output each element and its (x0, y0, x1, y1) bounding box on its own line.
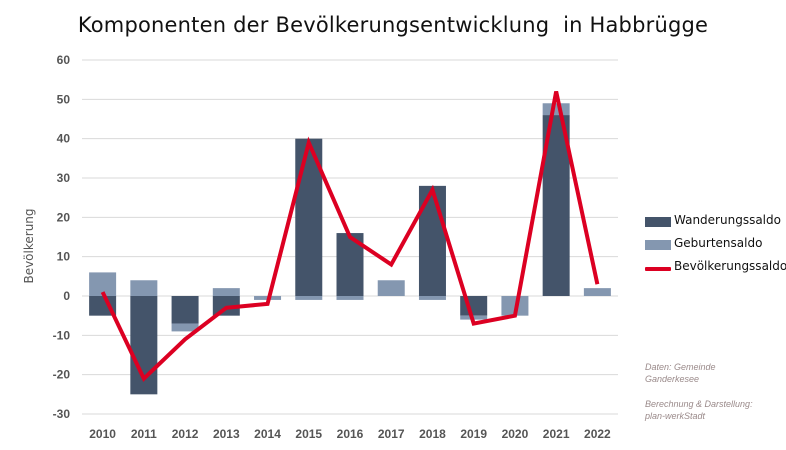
bar-geburtensaldo-2012 (171, 323, 199, 332)
bar-geburtensaldo-2018 (418, 296, 446, 300)
x-tick-label: 2010 (89, 427, 116, 441)
x-tick-label: 2012 (172, 427, 199, 441)
y-tick-label: -20 (53, 368, 71, 382)
y-tick-label: -30 (53, 407, 71, 421)
y-tick-label: 40 (57, 132, 71, 146)
bar-geburtensaldo-2022 (583, 288, 611, 296)
x-tick-label: 2015 (295, 427, 322, 441)
y-tick-label: -10 (53, 328, 71, 342)
bar-wanderungssaldo-2012 (171, 296, 199, 324)
x-tick-label: 2021 (543, 427, 570, 441)
legend-swatch-geburtensaldo (645, 240, 671, 250)
legend-label-bevoelkerungssaldo: Bevölkerungssaldo (674, 259, 786, 273)
x-tick-label: 2017 (378, 427, 405, 441)
x-tick-label: 2013 (213, 427, 240, 441)
credit-note: Berechnung & Darstellung: plan-werkStadt (645, 399, 753, 421)
x-tick-label: 2011 (131, 427, 157, 441)
bar-geburtensaldo-2021 (542, 103, 570, 116)
x-tick-label: 2020 (502, 427, 529, 441)
x-tick-label: 2018 (419, 427, 446, 441)
population-line (100, 91, 600, 382)
x-tick-label: 2014 (254, 427, 281, 441)
x-axis-ticks: 2010 2011 2012 2013 2014 2015 2016 2017 2018 2019… (89, 427, 611, 441)
y-tick-label: 10 (57, 250, 71, 264)
legend-label-wanderungssaldo: Wanderungssaldo (674, 213, 781, 227)
bar-wanderungssaldo-2018 (418, 185, 446, 296)
legend-swatch-bevoelkerungssaldo (645, 267, 671, 271)
source-note: Daten: Gemeinde Ganderkesee (645, 362, 716, 384)
y-axis-ticks: 60 50 40 30 20 10 0 -10 -20 -30 (53, 53, 71, 421)
bars (89, 103, 611, 395)
x-tick-label: 2019 (460, 427, 487, 441)
y-tick-label: 20 (57, 210, 71, 224)
y-axis-label: Bevölkerung (22, 208, 36, 283)
x-tick-label: 2016 (337, 427, 364, 441)
y-tick-label: 0 (63, 289, 70, 303)
legend-label-geburtensaldo: Geburtensaldo (674, 236, 763, 250)
y-tick-label: 30 (57, 171, 71, 185)
bar-geburtensaldo-2016 (336, 296, 364, 300)
chart-title: Komponenten der Bevölkerungsentwicklung … (77, 13, 709, 37)
bar-geburtensaldo-2015 (295, 296, 323, 300)
bar-geburtensaldo-2017 (377, 280, 405, 296)
bar-geburtensaldo-2010 (89, 272, 117, 296)
legend-swatch-wanderungssaldo (645, 217, 671, 227)
y-tick-label: 60 (57, 53, 71, 67)
bar-geburtensaldo-2013 (212, 288, 240, 296)
bar-geburtensaldo-2011 (130, 280, 158, 296)
y-tick-label: 50 (57, 92, 71, 106)
x-tick-label: 2022 (584, 427, 611, 441)
